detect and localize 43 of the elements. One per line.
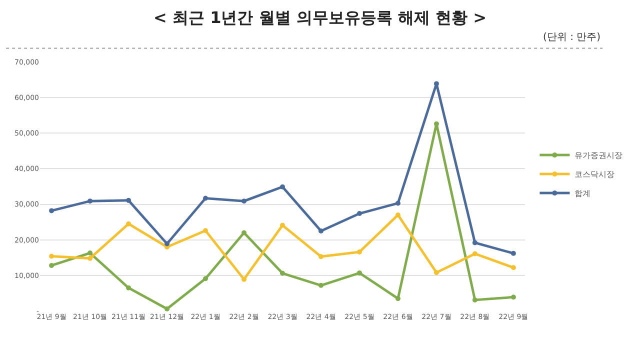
point xyxy=(356,249,362,254)
point xyxy=(49,208,54,214)
text: (단위 : 만주) xyxy=(543,32,601,43)
point xyxy=(280,270,285,276)
point xyxy=(164,306,170,312)
point xyxy=(318,254,324,260)
legend-label: 코스닥시장 xyxy=(574,170,615,180)
point xyxy=(126,221,132,226)
point xyxy=(88,198,93,204)
chart-title: < 최근 1년간 월별 의무보유등록 해제 현황 > xyxy=(154,8,486,28)
point xyxy=(203,276,208,282)
point xyxy=(242,230,247,236)
point xyxy=(356,270,362,276)
point xyxy=(203,196,208,201)
point xyxy=(356,211,362,216)
point xyxy=(395,200,400,206)
point xyxy=(280,184,285,190)
point xyxy=(126,285,132,290)
legend-label: 합계 xyxy=(574,189,591,198)
point xyxy=(242,276,247,282)
point xyxy=(88,256,93,261)
point xyxy=(318,282,324,288)
point xyxy=(395,296,400,302)
point xyxy=(318,228,324,234)
point xyxy=(434,121,439,126)
legend-label: 유가증권시장 xyxy=(574,151,623,160)
point xyxy=(510,265,516,270)
point xyxy=(280,222,285,228)
point xyxy=(472,251,478,256)
point xyxy=(434,270,439,276)
point xyxy=(434,81,439,86)
point xyxy=(510,250,516,256)
point xyxy=(164,241,170,246)
point xyxy=(88,250,93,256)
point xyxy=(510,294,516,300)
point xyxy=(203,228,208,234)
point xyxy=(395,212,400,218)
point xyxy=(472,240,478,246)
point xyxy=(126,198,132,203)
point xyxy=(49,254,54,259)
point xyxy=(242,198,247,204)
point xyxy=(472,297,478,302)
point xyxy=(49,262,54,268)
